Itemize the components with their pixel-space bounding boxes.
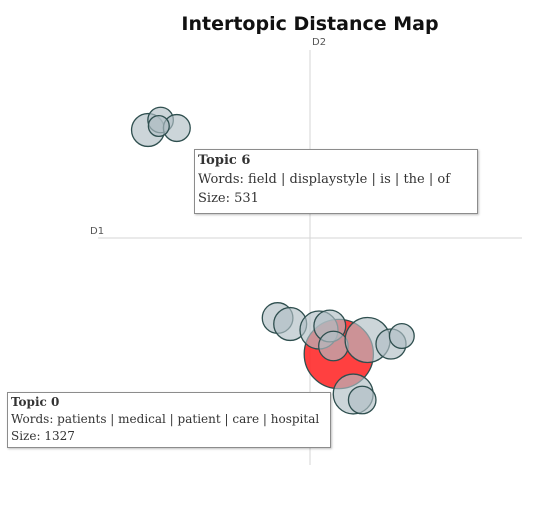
- topic-bubble[interactable]: [147, 114, 170, 138]
- d1-axis-label: D1: [90, 226, 104, 237]
- tooltip-title: Topic 6: [198, 153, 251, 168]
- topic-bubble[interactable]: [388, 322, 415, 350]
- tooltip-words: Words: field | displaystyle | is | the |…: [198, 172, 451, 187]
- chart-title: Intertopic Distance Map: [181, 13, 438, 35]
- topic-6-tooltip: Topic 6 Words: field | displaystyle | is…: [194, 149, 478, 214]
- tooltip-size: Size: 531: [198, 191, 259, 206]
- topic-bubble[interactable]: [318, 330, 349, 362]
- tooltip-size: Size: 1327: [11, 429, 75, 443]
- tooltip-words: Words: patients | medical | patient | ca…: [11, 412, 320, 426]
- topic-bubble[interactable]: [347, 385, 377, 415]
- topic-0-tooltip: Topic 0 Words: patients | medical | pati…: [7, 392, 331, 448]
- tooltip-title: Topic 0: [11, 395, 60, 409]
- topic-bubbles: [130, 106, 415, 415]
- d2-axis-label: D2: [312, 37, 326, 48]
